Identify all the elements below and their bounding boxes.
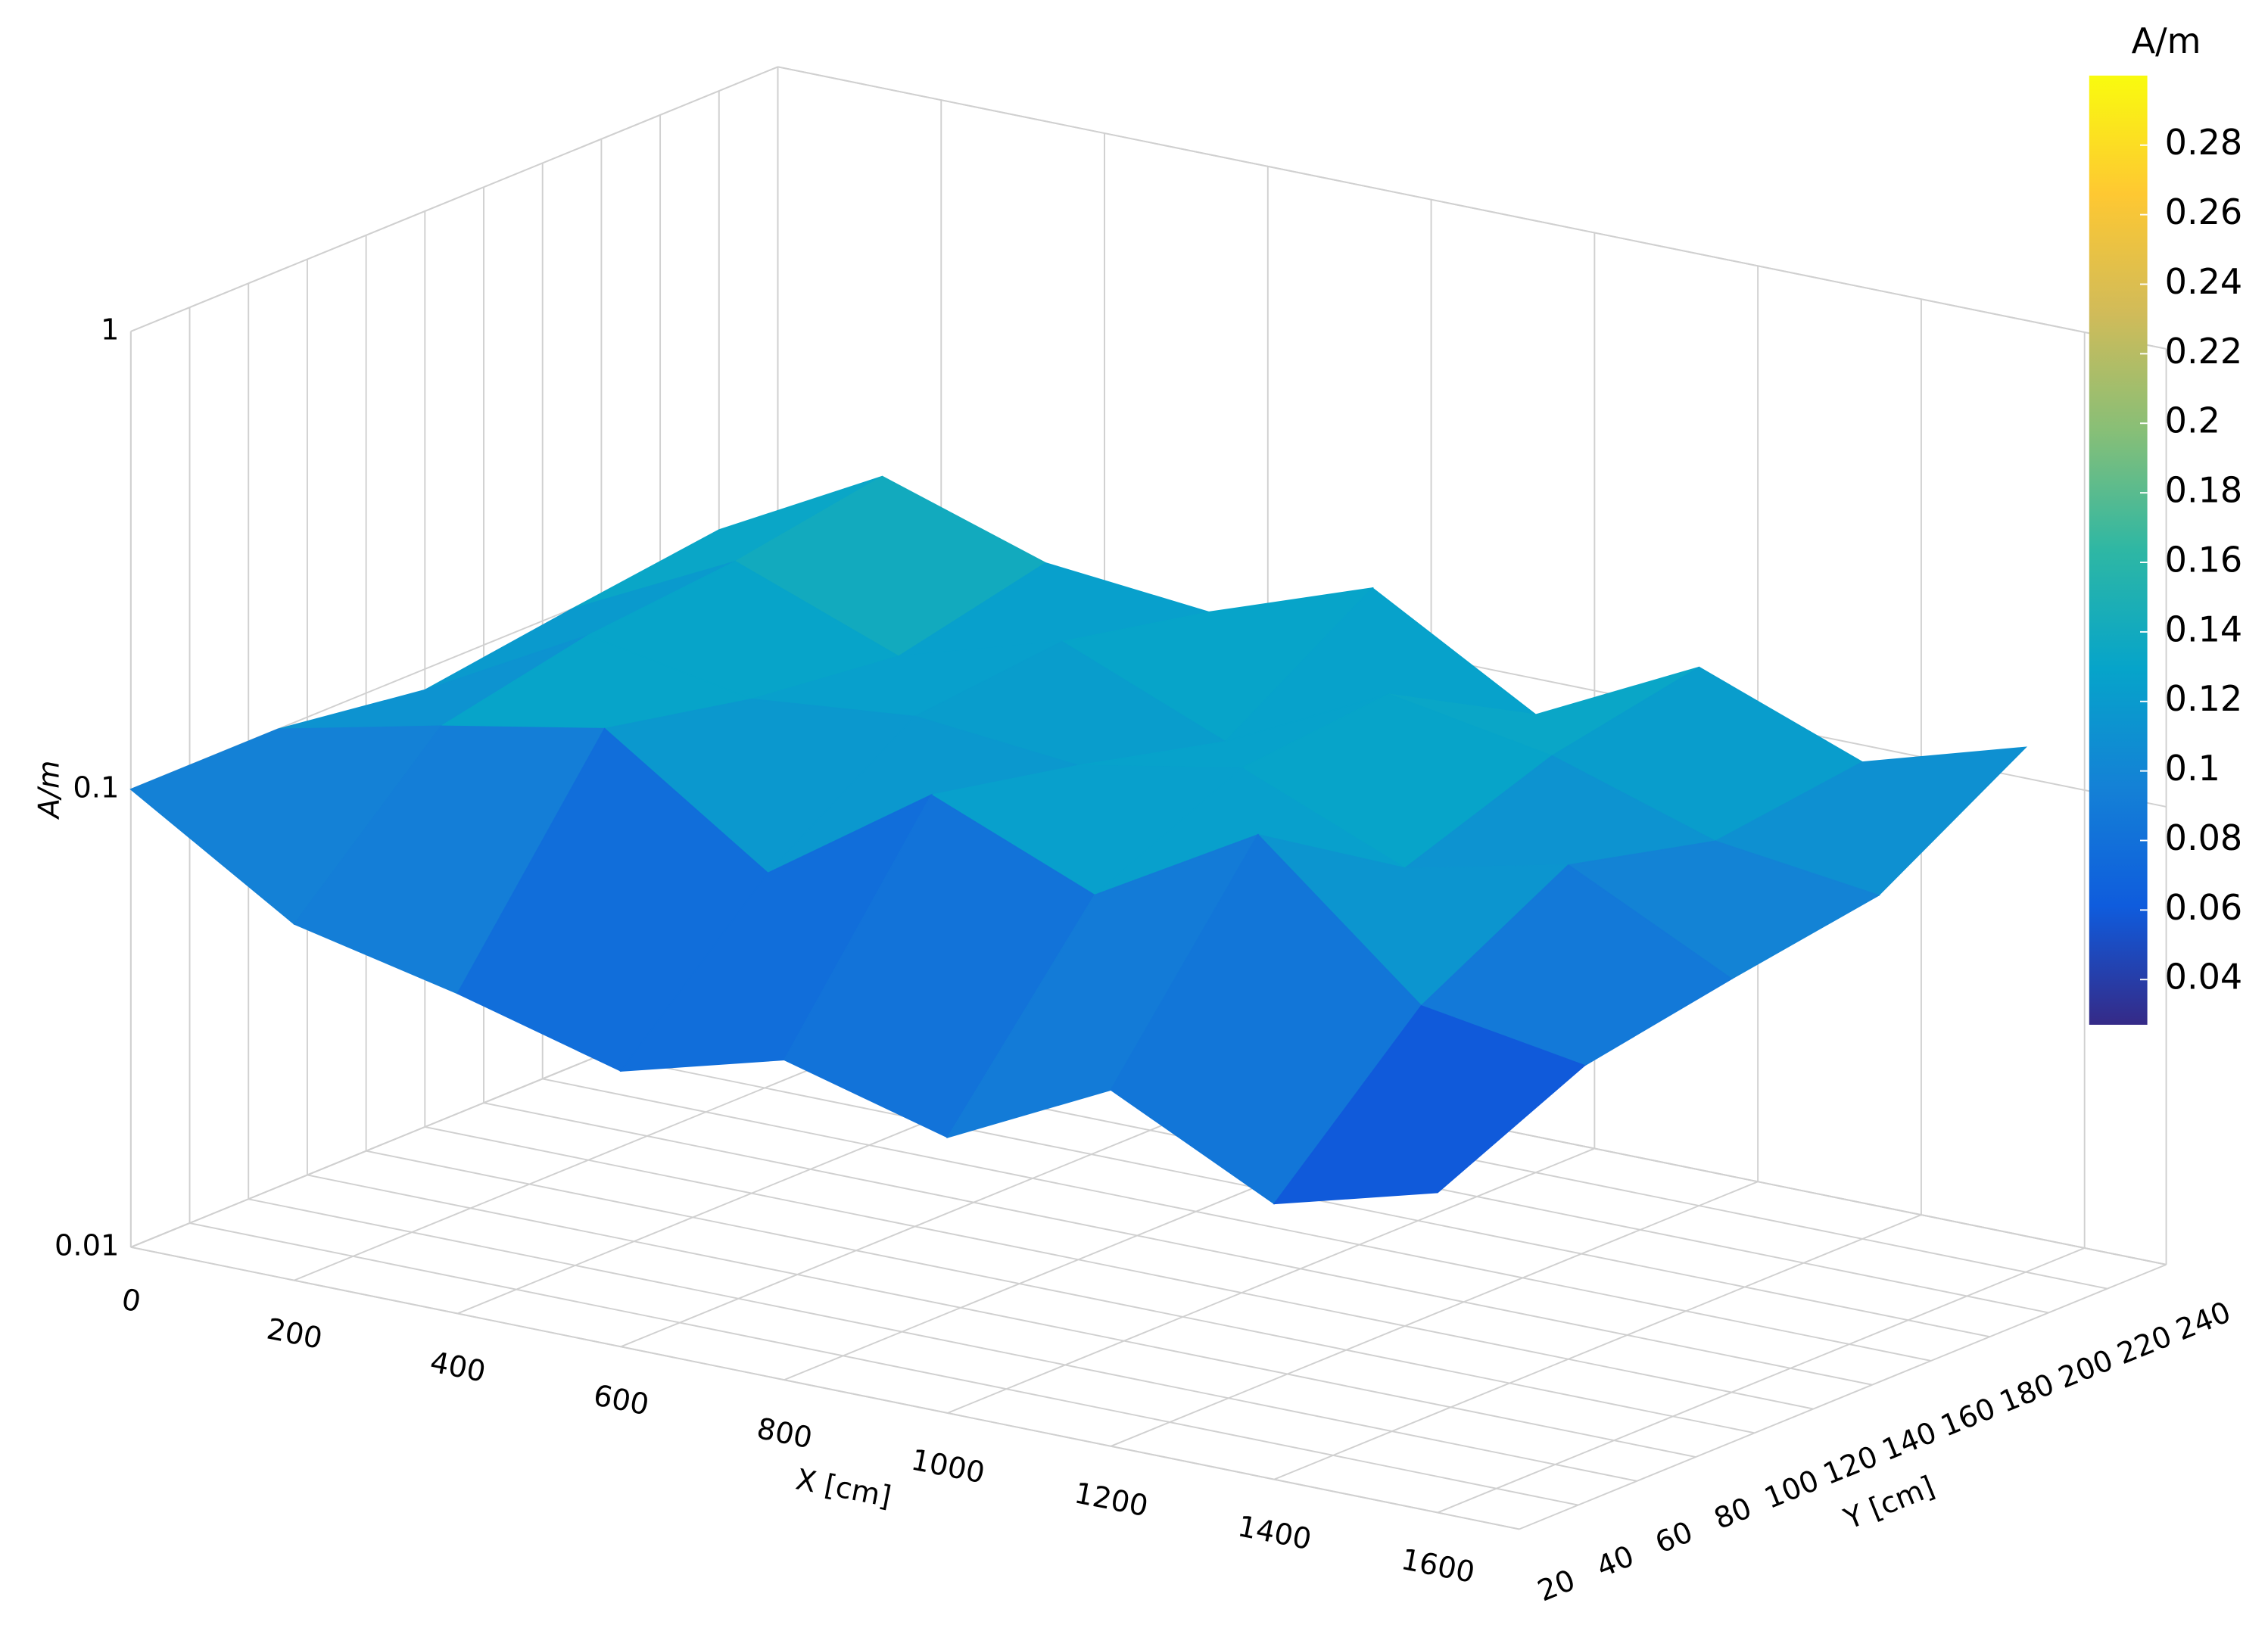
colorbar-tick-label: 0.28 xyxy=(2165,122,2243,163)
x-tick-label: 1600 xyxy=(1398,1542,1478,1590)
x-grid-floor xyxy=(620,1081,1269,1348)
colorbar xyxy=(2089,75,2148,1025)
y-tick-label: 140 xyxy=(1877,1415,1942,1468)
colorbar-tick-label: 0.14 xyxy=(2165,609,2243,649)
y-grid-floor xyxy=(483,1102,1873,1386)
x-tick-label: 600 xyxy=(590,1378,652,1422)
z-tick-label: 1 xyxy=(101,313,119,347)
colorbar-tick-label: 0.1 xyxy=(2165,748,2220,789)
x-axis-label: X [cm] xyxy=(793,1462,894,1514)
y-tick-label: 200 xyxy=(2054,1343,2118,1396)
z-grid-left xyxy=(130,66,778,332)
y-tick-label: 160 xyxy=(1936,1391,2001,1443)
colorbar-tick-label: 0.16 xyxy=(2165,540,2243,581)
colorbar-tick-label: 0.26 xyxy=(2165,191,2243,232)
y-tick-label: 180 xyxy=(1995,1368,2059,1420)
y-grid-floor xyxy=(307,1174,1696,1458)
y-tick-label: 40 xyxy=(1592,1539,1639,1585)
y-tick-label: 240 xyxy=(2171,1295,2235,1347)
colorbar-label: A/m xyxy=(2132,20,2201,61)
x-grid-floor xyxy=(947,1147,1595,1414)
y-grid-floor xyxy=(366,1150,1755,1434)
x-tick-label: 400 xyxy=(428,1345,489,1389)
y-grid-floor xyxy=(130,1246,1520,1530)
y-grid-floor xyxy=(189,1222,1578,1506)
x-tick-label: 800 xyxy=(754,1412,815,1455)
x-tick-label: 1400 xyxy=(1235,1509,1314,1557)
colorbar-tick-label: 0.24 xyxy=(2165,261,2243,302)
x-tick-label: 1000 xyxy=(908,1443,988,1491)
colorbar-tick-label: 0.06 xyxy=(2165,887,2243,928)
surface-patch xyxy=(1273,1004,1586,1205)
x-grid-floor xyxy=(1273,1214,1922,1480)
y-tick-label: 100 xyxy=(1759,1464,1824,1516)
x-tick-label: 1200 xyxy=(1072,1476,1151,1524)
y-tick-label: 220 xyxy=(2113,1319,2177,1371)
z-tick-label: 0.1 xyxy=(73,770,119,805)
x-grid-floor xyxy=(1437,1247,2086,1514)
y-grid-floor xyxy=(425,1125,1814,1410)
colorbar-tick-label: 0.12 xyxy=(2165,678,2243,719)
y-tick-label: 120 xyxy=(1818,1440,1883,1492)
colorbar-tick-label: 0.18 xyxy=(2165,470,2243,511)
colorbar-tick-label: 0.04 xyxy=(2165,957,2243,998)
box-edge xyxy=(1519,1263,2167,1530)
z-tick-label: 0.01 xyxy=(55,1228,120,1262)
colorbar-tick-label: 0.08 xyxy=(2165,817,2243,858)
y-tick-label: 20 xyxy=(1533,1563,1580,1608)
x-tick-label: 0 xyxy=(119,1282,144,1319)
y-grid-floor xyxy=(248,1198,1637,1482)
x-tick-label: 200 xyxy=(264,1312,326,1356)
x-grid-floor xyxy=(1111,1181,1759,1447)
colorbar-tick-label: 0.22 xyxy=(2165,331,2243,372)
z-axis-label: A/m xyxy=(33,761,67,821)
y-tick-label: 60 xyxy=(1650,1515,1697,1561)
colorbar-tick-label: 0.2 xyxy=(2165,400,2220,441)
y-grid-floor xyxy=(542,1078,1931,1362)
y-tick-label: 80 xyxy=(1709,1491,1756,1536)
z-grid-back xyxy=(777,66,2167,350)
